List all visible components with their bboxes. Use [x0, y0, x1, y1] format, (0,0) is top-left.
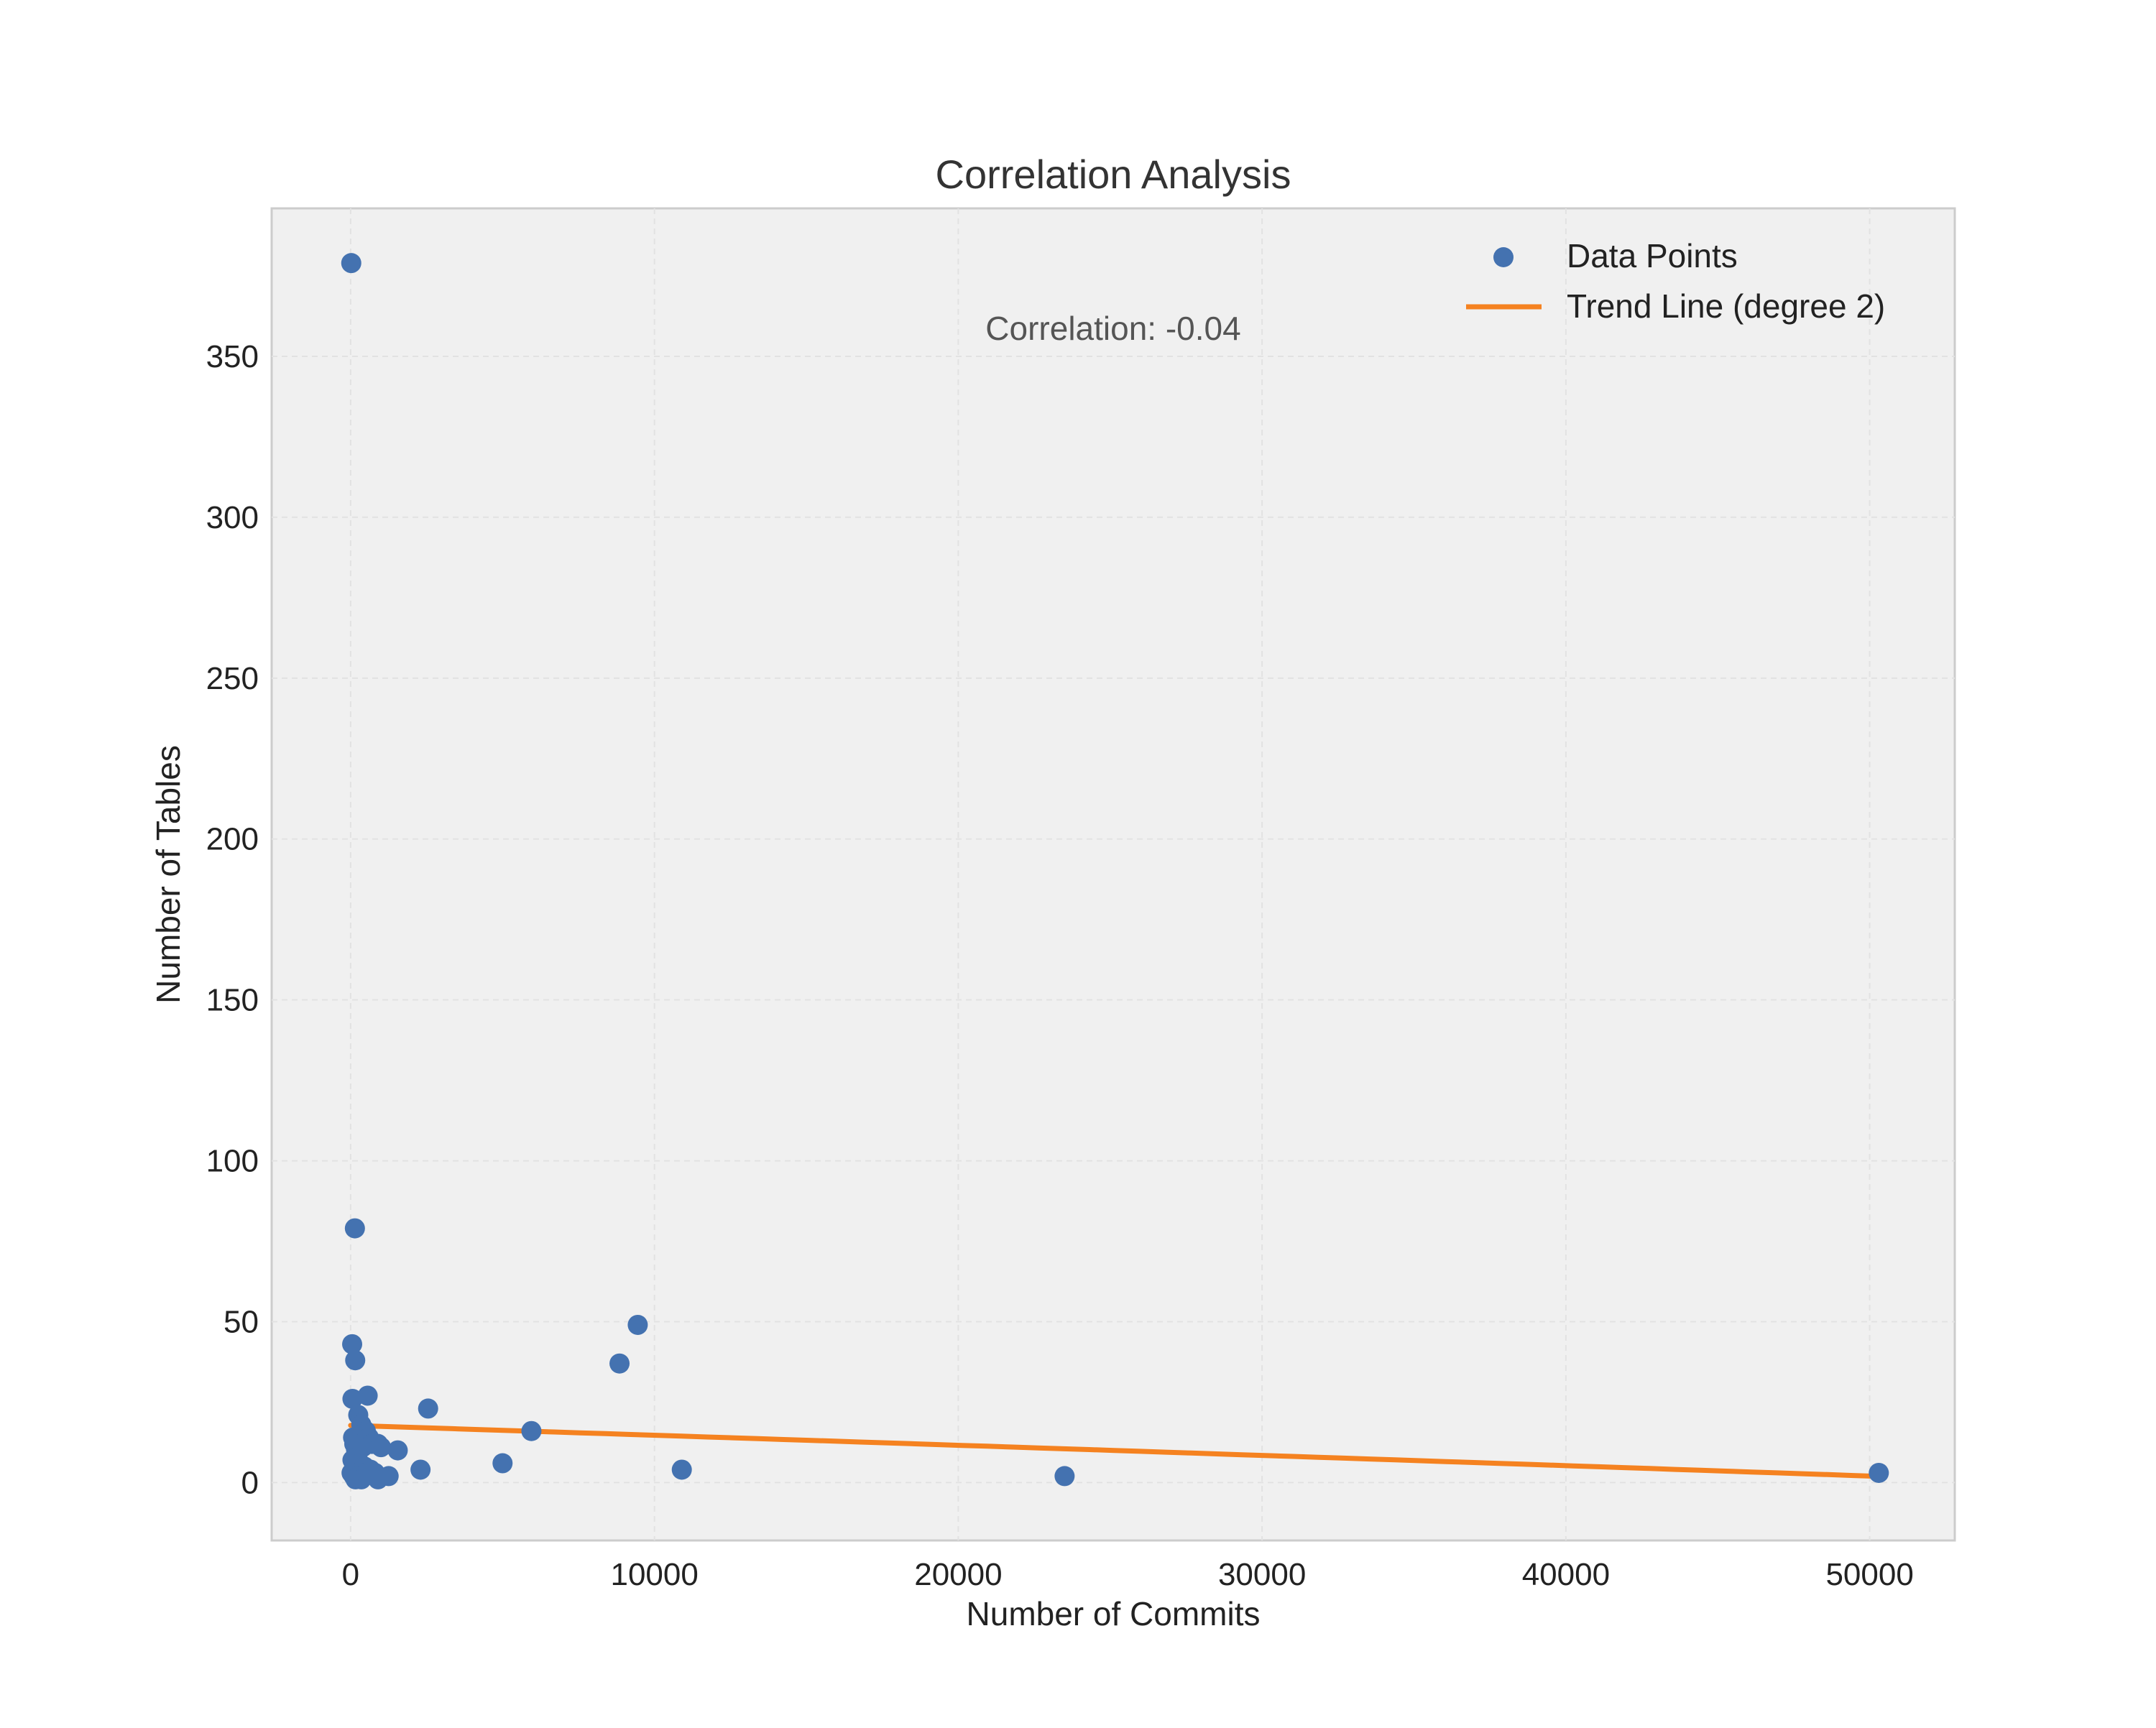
legend: Data Points Trend Line (degree 2): [1466, 237, 1885, 325]
legend-label-data-points: Data Points: [1567, 237, 1738, 274]
data-point: [521, 1420, 542, 1441]
x-tick-label: 10000: [610, 1557, 698, 1592]
correlation-annotation: Correlation: -0.04: [985, 310, 1240, 347]
y-tick-label: 200: [206, 822, 259, 857]
plot-area: [270, 207, 1956, 1542]
data-point: [371, 1437, 392, 1458]
data-point: [344, 1218, 365, 1239]
y-tick-label: 50: [224, 1304, 259, 1339]
data-point: [345, 1350, 366, 1371]
data-point: [627, 1314, 648, 1335]
y-tick-label: 250: [206, 661, 259, 696]
y-tick-label: 0: [241, 1465, 259, 1500]
x-tick-label: 20000: [914, 1557, 1002, 1592]
x-tick-label: 40000: [1522, 1557, 1610, 1592]
trend-line-layer: [348, 1423, 1881, 1479]
data-point: [342, 1388, 363, 1409]
x-axis-label: Number of Commits: [967, 1595, 1261, 1632]
tick-labels: 0 10000 20000 30000 40000 50000 0 50 100 150 200 25…: [206, 339, 1914, 1592]
data-points-layer: [341, 253, 1889, 1489]
data-point: [1869, 1462, 1889, 1483]
data-point: [357, 1385, 378, 1406]
x-tick-label: 0: [342, 1557, 359, 1592]
legend-marker-data-points: [1493, 247, 1514, 267]
data-point: [609, 1353, 630, 1374]
data-point: [410, 1459, 431, 1480]
chart-title: Correlation Analysis: [936, 152, 1291, 197]
grid-lines: [272, 208, 1955, 1540]
data-point: [1054, 1466, 1075, 1487]
data-point: [671, 1459, 692, 1480]
data-point: [342, 1334, 363, 1354]
x-tick-label: 30000: [1218, 1557, 1306, 1592]
data-point: [418, 1398, 438, 1419]
legend-label-trend-line: Trend Line (degree 2): [1567, 287, 1885, 325]
data-point: [492, 1453, 513, 1474]
y-axis-label: Number of Tables: [149, 745, 187, 1004]
y-tick-label: 150: [206, 983, 259, 1018]
y-tick-label: 350: [206, 339, 259, 374]
data-point: [341, 253, 361, 274]
trend-line: [348, 1423, 1881, 1479]
y-tick-label: 100: [206, 1144, 259, 1179]
data-point: [387, 1440, 408, 1461]
x-tick-label: 50000: [1825, 1557, 1913, 1592]
y-tick-label: 300: [206, 500, 259, 535]
data-point: [378, 1466, 399, 1487]
